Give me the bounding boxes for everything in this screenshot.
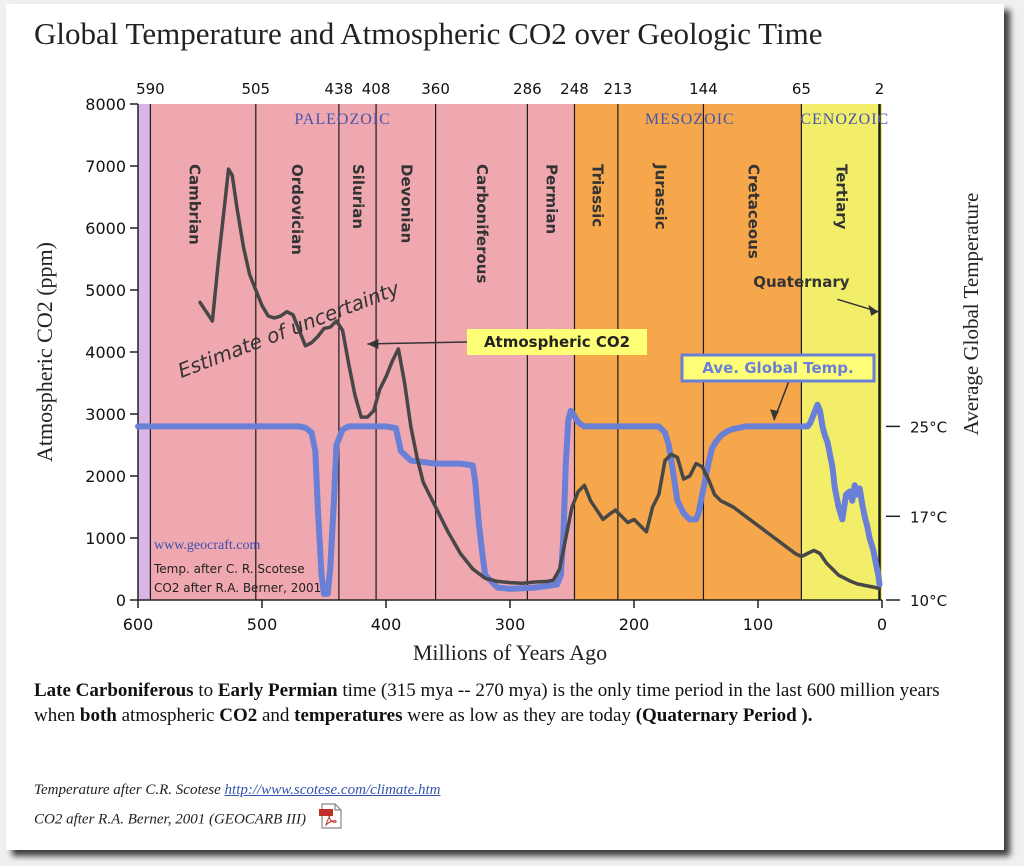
temperature-series-line — [135, 401, 883, 597]
top-tick-label: 144 — [689, 80, 718, 98]
x-tick-label: 400 — [371, 615, 402, 634]
y-tick-label: 8000 — [85, 95, 126, 114]
period-label: Tertiary — [833, 164, 851, 230]
period-label: Permian — [542, 164, 560, 234]
era-label: PALEOZOIC — [294, 111, 390, 128]
top-tick-label: 408 — [362, 80, 391, 98]
temperature-tick-label: 10°C — [910, 592, 947, 610]
y-tick-label: 7000 — [85, 157, 126, 176]
temperature-tick-label: 17°C — [910, 508, 947, 526]
caption-part: (Quaternary Period ). — [635, 705, 813, 726]
y-tick-label: 2000 — [85, 467, 126, 486]
co2-label-arrow — [367, 341, 468, 345]
caption-part: atmospheric — [116, 705, 220, 726]
top-tick-label: 248 — [560, 80, 589, 98]
y-tick-label: 3000 — [85, 405, 126, 424]
co2-label-box — [467, 329, 647, 355]
co2-series-line — [198, 167, 882, 591]
credits: Temperature after C.R. Scotese http://ww… — [34, 778, 441, 838]
top-tick-label: 65 — [792, 80, 811, 98]
x-axis-title: Millions of Years Ago — [413, 640, 607, 665]
temp-label-box — [680, 353, 876, 383]
era-label: MESOZOIC — [645, 111, 735, 128]
period-label: Cambrian — [185, 164, 203, 245]
figure-card: Global Temperature and Atmospheric CO2 o… — [6, 4, 1004, 850]
temp-label: Ave. Global Temp. — [702, 359, 853, 377]
caption-part: were as low as they are today — [402, 705, 636, 726]
source-note-co2: CO2 after R.A. Berner, 2001 — [154, 581, 321, 595]
temperature-tick-label: 25°C — [910, 418, 947, 436]
y-tick-label: 6000 — [85, 219, 126, 238]
period-label: Devonian — [397, 164, 415, 243]
top-tick-label: 438 — [325, 80, 354, 98]
top-tick-label: 213 — [604, 80, 633, 98]
source-note-temp: Temp. after C. R. Scotese — [153, 562, 305, 576]
caption-part: to — [193, 680, 218, 701]
co2-label-arrowhead — [367, 338, 379, 349]
caption-part: temperatures — [294, 705, 403, 726]
credit-temperature-text: Temperature after C.R. Scotese — [34, 782, 225, 798]
period-label: Ordovician — [288, 164, 306, 255]
page-title: Global Temperature and Atmospheric CO2 o… — [34, 16, 823, 51]
caption-part: CO2 — [219, 705, 258, 726]
credit-co2-text: CO2 after R.A. Berner, 2001 (GEOCARB III… — [34, 811, 307, 828]
y-tick-label: 0 — [116, 591, 126, 610]
x-tick-label: 300 — [495, 615, 526, 634]
y-tick-label: 4000 — [85, 343, 126, 362]
precambrian-band — [138, 104, 151, 600]
era-label: CENOZOIC — [800, 111, 889, 128]
top-tick-label: 590 — [136, 80, 165, 98]
caption-part: both — [79, 705, 117, 726]
co2-label: Atmospheric CO2 — [484, 333, 630, 351]
x-tick-label: 0 — [877, 615, 887, 634]
period-label: Carboniferous — [473, 164, 491, 283]
scotese-link[interactable]: http://www.scotese.com/climate.htm — [224, 782, 441, 798]
x-tick-label: 600 — [123, 615, 154, 634]
y-tick-label: 1000 — [85, 529, 126, 548]
quaternary-label: Quaternary — [753, 273, 849, 291]
caption-part: Early Permian — [217, 680, 338, 701]
credit-co2: CO2 after R.A. Berner, 2001 (GEOCARB III… — [34, 802, 441, 838]
caption-part: and — [257, 705, 295, 726]
temperature-co2-chart: 590 505 438 408 360 286 248 213 144 65 2 PALEOZOIC M… — [32, 80, 983, 665]
caption-part: Late Carboniferous — [34, 680, 194, 701]
top-tick-label: 360 — [421, 80, 450, 98]
period-label: Silurian — [349, 164, 367, 229]
y-tick-label: 5000 — [85, 281, 126, 300]
caption-part: time (315 mya -- 270 mya) is the only ti… — [34, 680, 940, 726]
y-axis-title-right: Average Global Temperature — [959, 193, 983, 436]
x-tick-label: 100 — [743, 615, 774, 634]
credit-temperature: Temperature after C.R. Scotese http://ww… — [34, 778, 441, 802]
top-tick-label: 286 — [513, 80, 542, 98]
period-label: Cretaceous — [745, 164, 763, 259]
quaternary-arrowhead — [868, 304, 879, 316]
temp-label-arrowhead — [770, 409, 779, 421]
website-label: www.geocraft.com — [154, 538, 260, 553]
pdf-icon[interactable] — [318, 802, 344, 838]
y-axis-title: Atmospheric CO2 (ppm) — [32, 242, 57, 462]
x-tick-label: 200 — [619, 615, 650, 634]
caption: Late Carboniferous to Early Permian time… — [34, 678, 984, 728]
x-tick-label: 500 — [247, 615, 278, 634]
period-label: Jurassic — [652, 163, 670, 230]
period-label: Triassic — [588, 164, 606, 227]
top-tick-label: 2 — [875, 80, 885, 98]
top-tick-label: 505 — [241, 80, 270, 98]
